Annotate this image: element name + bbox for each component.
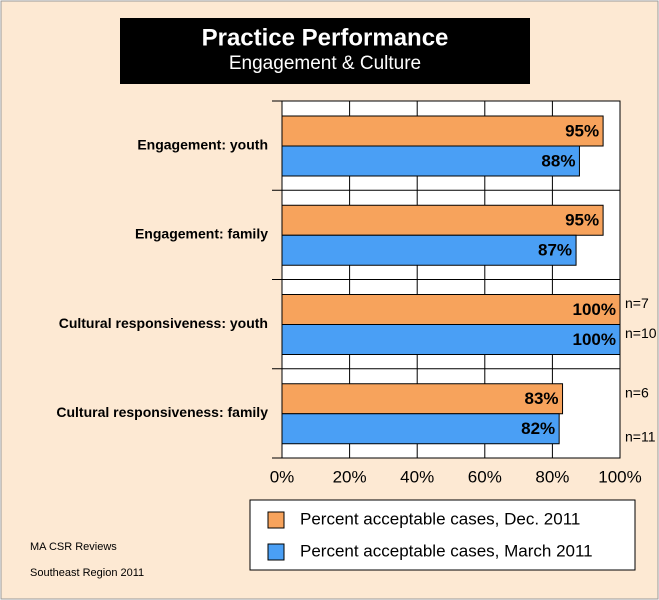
x-tick-label: 40%: [400, 467, 434, 486]
x-tick-label: 0%: [270, 467, 295, 486]
value-label: 82%: [521, 419, 555, 438]
footer-text: MA CSR Reviews: [30, 541, 117, 553]
category-label: Engagement: family: [135, 226, 268, 242]
value-label: 100%: [573, 330, 616, 349]
bar: [281, 204, 604, 236]
category-label: Engagement: youth: [137, 136, 268, 152]
value-label: 88%: [541, 151, 575, 170]
bar: [281, 234, 577, 266]
legend-swatch: [267, 511, 285, 529]
note: n=10: [625, 325, 657, 341]
note: n=6: [625, 384, 649, 400]
bar: [281, 324, 621, 355]
legend-swatch: [267, 543, 285, 561]
note: n=7: [625, 295, 649, 311]
x-tick-label: 20%: [333, 467, 367, 486]
bar: [281, 383, 564, 415]
x-tick-label: 100%: [598, 467, 641, 486]
value-label: 95%: [565, 121, 599, 140]
bar: [281, 145, 580, 177]
chart-title: Practice Performance: [202, 24, 449, 51]
x-tick-label: 80%: [535, 467, 569, 486]
legend-label: Percent acceptable cases, March 2011: [300, 541, 593, 560]
chart-subtitle: Engagement & Culture: [229, 53, 421, 74]
value-label: 95%: [565, 211, 599, 230]
legend-label: Percent acceptable cases, Dec. 2011: [300, 509, 580, 528]
footer-text: Southeast Region 2011: [30, 567, 144, 579]
note: n=11: [625, 428, 656, 444]
bar: [281, 413, 560, 445]
value-label: 87%: [538, 241, 572, 260]
x-tick-label: 60%: [468, 467, 502, 486]
category-label: Cultural responsiveness: youth: [59, 315, 268, 331]
bar: [281, 294, 621, 325]
title-box: [120, 18, 530, 84]
category-label: Cultural responsiveness: family: [56, 404, 268, 420]
legend: [249, 499, 636, 571]
value-label: 100%: [573, 300, 616, 319]
bar: [281, 115, 604, 147]
value-label: 83%: [525, 389, 559, 408]
